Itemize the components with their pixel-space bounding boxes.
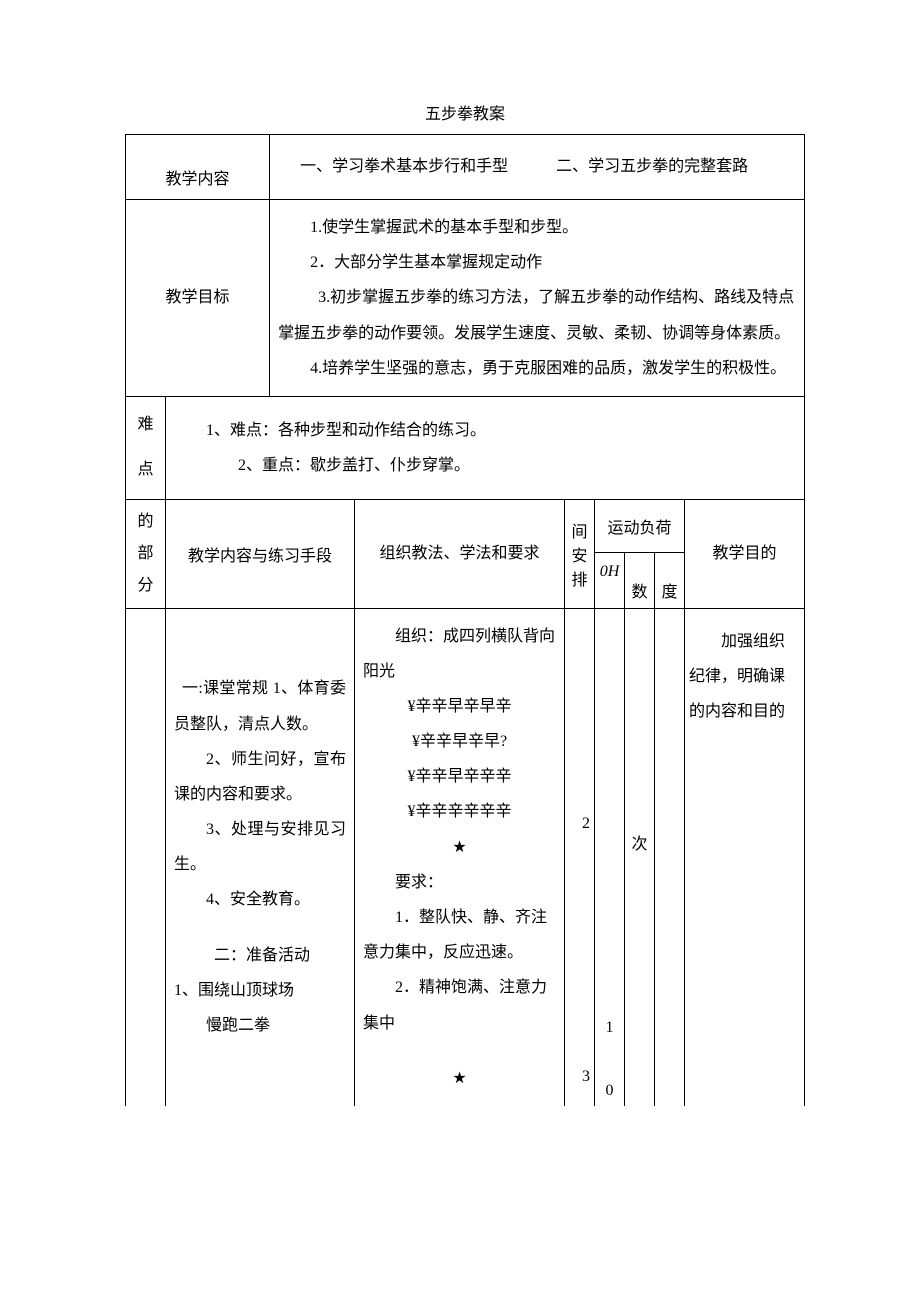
header-load-sub1: 0H — [595, 552, 625, 608]
goal-line-4: 4.培养学生坚强的意志，勇于克服困难的品质，激发学生的积极性。 — [278, 351, 796, 386]
load-intensity-content — [655, 608, 685, 1106]
header-organization: 组织教法、学法和要求 — [355, 499, 565, 608]
org-line-4: ¥辛辛早辛辛辛 — [363, 759, 556, 794]
page-title: 五步拳教案 — [125, 100, 805, 124]
org-star-1: ★ — [363, 830, 556, 865]
goal-line-2: 2．大部分学生基本掌握规定动作 — [278, 245, 796, 280]
teaching-goal-content: 1.使学生掌握武术的基本手型和步型。 2．大部分学生基本掌握规定动作 3.初步掌… — [270, 200, 805, 397]
teaching-content-label: 教学内容 — [126, 135, 270, 200]
time-value-1: 2 — [569, 615, 590, 833]
header-load-sub3: 度 — [655, 552, 685, 608]
header-load: 运动负荷 — [595, 499, 685, 552]
methods-line-3: 3、处理与安排见习生。 — [174, 812, 346, 882]
org-line-5: ¥辛辛辛辛辛辛 — [363, 794, 556, 829]
load-count-2: 0 — [599, 1082, 620, 1100]
load-freq-content: 次 — [625, 608, 655, 1106]
difficulty-label: 难点 — [126, 396, 166, 499]
time-content: 2 3 — [565, 608, 595, 1106]
header-time: 间安排 — [565, 499, 595, 608]
teaching-goal-label: 教学目标 — [126, 200, 270, 397]
lesson-plan-table: 教学内容 一、学习拳术基本步行和手型 二、学习五步拳的完整套路 教学目标 1.使… — [125, 134, 805, 1106]
methods-line-1: 一:课堂常规 1、体育委员整队，清点人数。 — [174, 671, 346, 741]
org-line-9: 2．精神饱满、注意力集中 — [363, 970, 556, 1040]
goal-line-1: 1.使学生掌握武术的基本手型和步型。 — [278, 210, 796, 245]
header-load-sub2: 数 — [625, 552, 655, 608]
methods-line-2: 2、师生问好，宣布课的内容和要求。 — [174, 742, 346, 812]
methods-line-7: 慢跑二拳 — [174, 1008, 346, 1043]
methods-line-4: 4、安全教育。 — [174, 882, 346, 917]
org-line-1: 组织：成四列横队背向阳光 — [363, 619, 556, 689]
goal-text: 加强组织纪律，明确课的内容和目的 — [689, 624, 800, 730]
methods-line-5: 二：准备活动 — [174, 938, 346, 973]
time-value-2: 3 — [569, 833, 590, 1086]
methods-line-6: 1、围绕山顶球场 — [174, 973, 346, 1008]
org-line-8: 1．整队快、静、齐注意力集中，反应迅速。 — [363, 900, 556, 970]
load-count-content: 1 0 — [595, 608, 625, 1106]
organization-content: 组织：成四列横队背向阳光 ¥辛辛早辛早辛 ¥辛辛早辛早? ¥辛辛早辛辛辛 ¥辛辛… — [355, 608, 565, 1106]
org-star-2: ★ — [363, 1061, 556, 1096]
load-count-1: 1 — [599, 1019, 620, 1082]
goal-line-3: 3.初步掌握五步拳的练习方法，了解五步拳的动作结构、路线及特点掌握五步拳的动作要… — [278, 280, 796, 350]
header-section: 的部分 — [126, 499, 166, 608]
header-goal: 教学目的 — [685, 499, 805, 608]
org-line-3: ¥辛辛早辛早? — [363, 724, 556, 759]
difficulty-line-1: 1、难点：各种步型和动作结合的练习。 — [174, 413, 796, 448]
load-freq-value: 次 — [629, 830, 650, 884]
org-line-2: ¥辛辛早辛早辛 — [363, 689, 556, 724]
teaching-content: 一、学习拳术基本步行和手型 二、学习五步拳的完整套路 — [270, 135, 805, 200]
org-line-7: 要求： — [363, 865, 556, 900]
methods-content: 一:课堂常规 1、体育委员整队，清点人数。 2、师生问好，宣布课的内容和要求。 … — [166, 608, 355, 1106]
header-methods: 教学内容与练习手段 — [166, 499, 355, 608]
difficulty-content: 1、难点：各种步型和动作结合的练习。 2、重点：歇步盖打、仆步穿掌。 — [166, 396, 805, 499]
section-blank — [126, 608, 166, 1106]
difficulty-line-2: 2、重点：歇步盖打、仆步穿掌。 — [174, 448, 796, 483]
goal-content: 加强组织纪律，明确课的内容和目的 — [685, 608, 805, 1106]
